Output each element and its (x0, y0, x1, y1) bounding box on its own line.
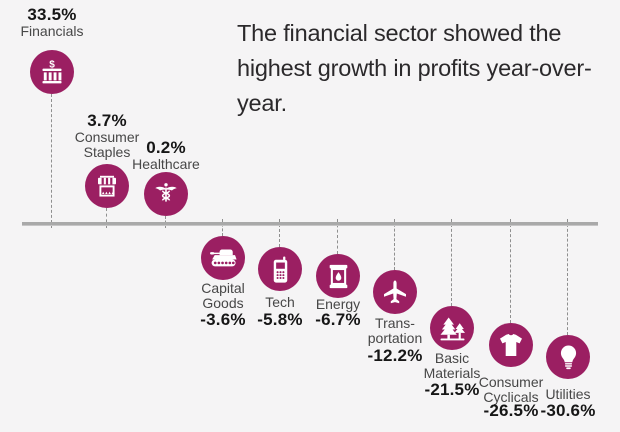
sector-label: Basic Materials (423, 350, 481, 381)
sector-label: Trans- portation (367, 315, 423, 346)
connector-line (279, 219, 280, 247)
svg-text:$: $ (49, 60, 55, 71)
lightbulb-icon (546, 335, 590, 379)
baseline-axis (22, 222, 598, 226)
sector-label: Capital Goods (201, 280, 245, 311)
tank-icon (201, 236, 245, 280)
sector-value: -21.5% (424, 380, 480, 399)
chart-title: The financial sector showed the highest … (237, 20, 592, 116)
sector-label: Consumer Cyclicals (478, 374, 544, 405)
connector-line (510, 219, 511, 323)
sector-label: Financials (20, 23, 84, 39)
connector-line (394, 219, 395, 270)
storefront-icon (85, 164, 129, 208)
sector-value: -6.7% (315, 310, 361, 329)
sector-label: Tech (265, 294, 295, 310)
mobile-phone-icon (258, 247, 302, 291)
sector-label: Healthcare (132, 156, 200, 172)
evergreen-trees-icon (430, 306, 474, 350)
connector-line (51, 94, 52, 228)
connector-line (222, 219, 223, 236)
sector-value: -12.2% (367, 346, 423, 365)
connector-line (106, 208, 107, 228)
oil-barrel-icon (316, 254, 360, 298)
bank-icon: $ (30, 50, 74, 94)
sector-value: -3.6% (200, 310, 246, 329)
sector-value: 0.2% (146, 138, 186, 157)
sector-label: Consumer Staples (74, 129, 140, 160)
airplane-icon (373, 270, 417, 314)
sector-value: -5.8% (257, 310, 303, 329)
connector-line (451, 219, 452, 306)
sector-value: -26.5% (483, 401, 539, 420)
connector-line (337, 219, 338, 254)
connector-line (567, 219, 568, 335)
sector-label: Utilities (545, 386, 591, 402)
t-shirt-icon (489, 323, 533, 367)
caduceus-icon (144, 172, 188, 216)
sector-value: 3.7% (87, 111, 127, 130)
sector-value: -30.6% (540, 401, 596, 420)
sector-label: Energy (315, 296, 361, 312)
sector-value: 33.5% (27, 5, 77, 24)
